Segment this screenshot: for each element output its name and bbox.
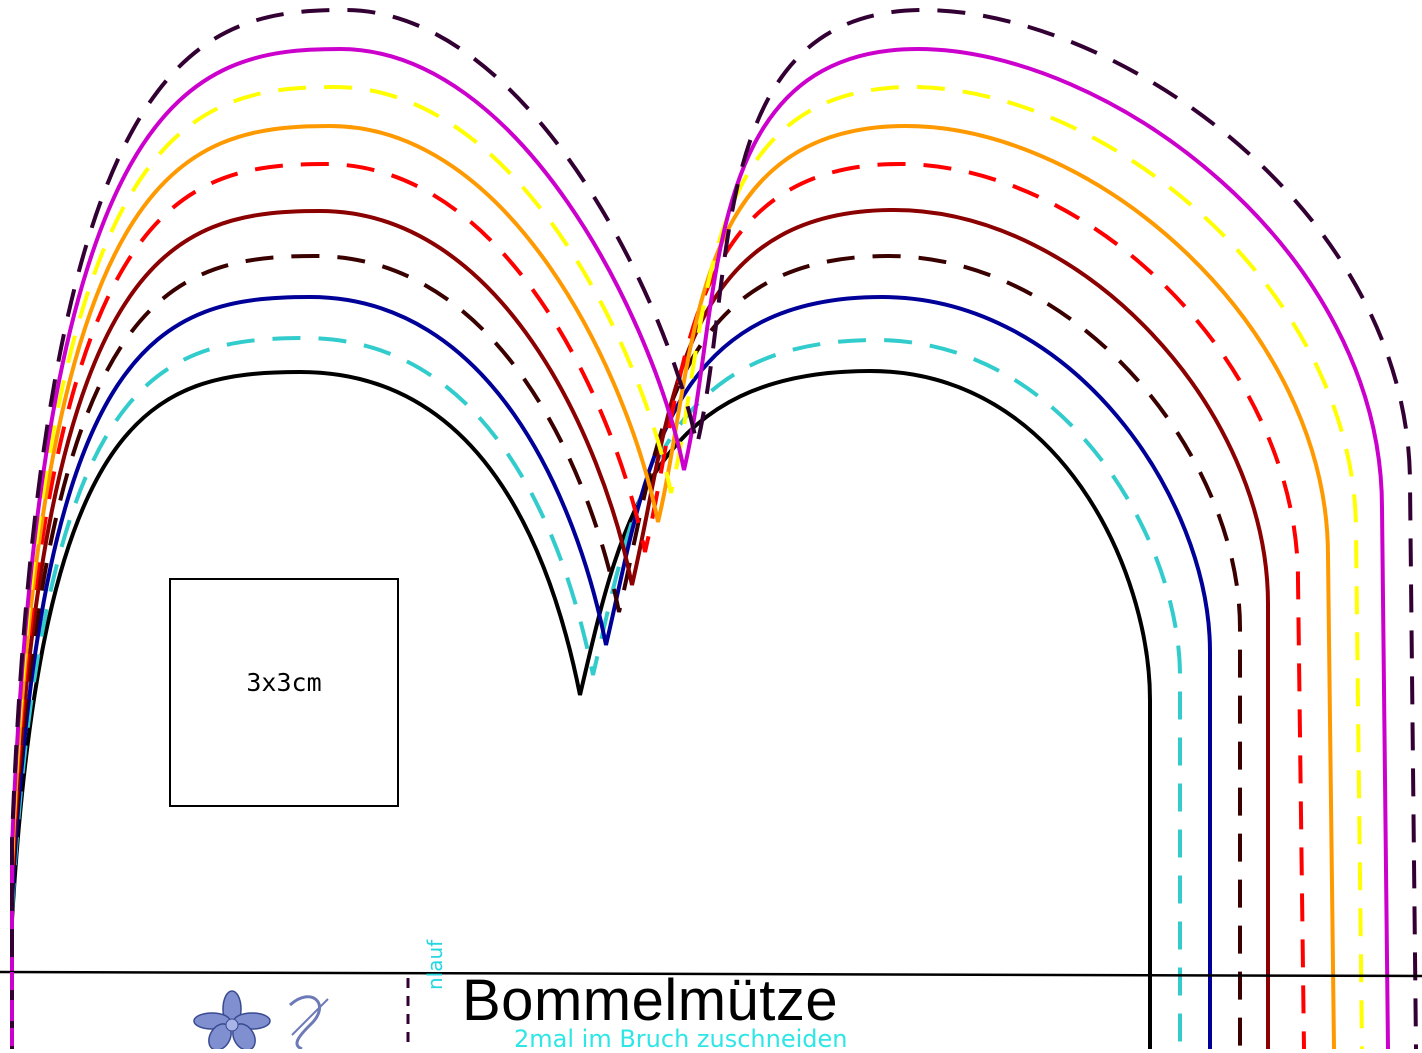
size-cut-lines [10,7,1418,1049]
size-line-6 [10,161,1306,1049]
size-line-8 [10,84,1364,1049]
size-line-9 [10,46,1390,1049]
fold-line [0,970,1422,978]
size-line-2 [10,335,1182,1049]
size-line-4 [10,253,1242,1049]
size-line-7 [10,123,1336,1049]
reference-square [169,578,399,807]
size-line-3 [10,294,1212,1049]
size-line-5 [10,207,1270,1049]
pattern-subtitle: 2mal im Bruch zuschneiden [514,1025,848,1053]
size-line-1 [10,368,1152,1049]
pattern-title: Bommelmütze [462,968,839,1033]
size-line-10 [10,7,1418,1049]
flower-logo [193,990,329,1049]
side-label: nlauf [423,939,447,990]
square-size-label: 3x3cm [246,668,322,697]
